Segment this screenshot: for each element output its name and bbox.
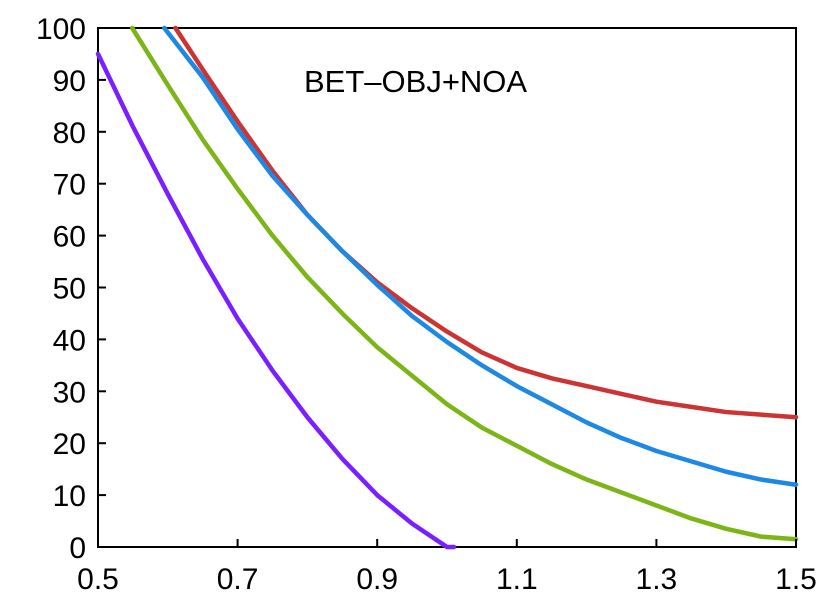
y-tick-label: 30 [53,376,86,409]
x-tick-label: 0.5 [77,563,119,596]
chart-annotation: BET–OBJ+NOA [304,64,527,99]
y-tick-label: 100 [36,13,86,46]
y-tick-label: 60 [53,221,86,254]
series-line-3 [129,25,799,542]
x-tick-label: 1.3 [636,563,678,596]
y-axis-ticks: 0 10 20 30 40 50 60 70 80 90 100 [36,13,106,565]
y-tick-label: 10 [53,480,86,513]
x-axis-ticks: 0.5 0.7 0.9 1.1 1.3 1.5 [77,539,817,596]
y-tick-label: 0 [69,532,86,565]
y-tick-label: 40 [53,324,86,357]
series-line-4 [95,51,457,550]
y-tick-label: 80 [53,117,86,150]
x-tick-label: 0.9 [356,563,398,596]
x-tick-label: 1.1 [496,563,538,596]
y-tick-label: 70 [53,169,86,202]
y-tick-label: 50 [53,273,86,306]
x-tick-label: 0.7 [217,563,259,596]
series-line-2 [162,25,799,487]
x-tick-label: 1.5 [775,563,817,596]
series-layer [95,25,799,550]
y-tick-label: 90 [53,65,86,98]
plot-area-frame [97,27,797,548]
y-tick-label: 20 [53,428,86,461]
series-line-1 [173,25,799,420]
